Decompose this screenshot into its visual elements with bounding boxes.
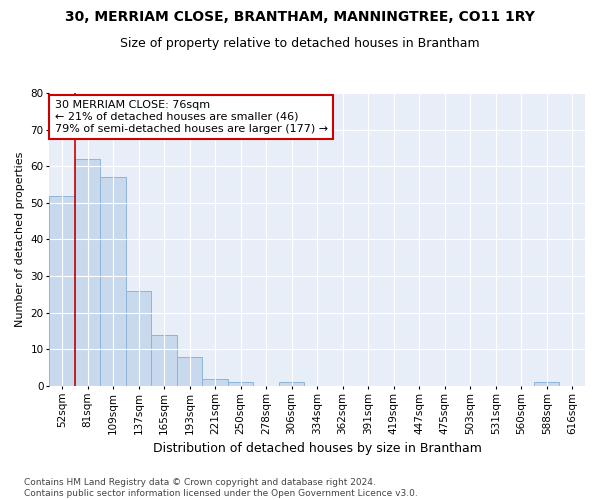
Bar (534, 382, 559, 386)
Text: Size of property relative to detached houses in Brantham: Size of property relative to detached ho… (120, 38, 480, 51)
Bar (228, 382, 253, 386)
Bar (126, 291, 151, 386)
X-axis label: Distribution of detached houses by size in Brantham: Distribution of detached houses by size … (152, 442, 482, 455)
Bar (279, 382, 304, 386)
Text: Contains HM Land Registry data © Crown copyright and database right 2024.
Contai: Contains HM Land Registry data © Crown c… (24, 478, 418, 498)
Bar (151, 334, 177, 386)
Y-axis label: Number of detached properties: Number of detached properties (15, 152, 25, 327)
Bar (100, 177, 126, 386)
Text: 30, MERRIAM CLOSE, BRANTHAM, MANNINGTREE, CO11 1RY: 30, MERRIAM CLOSE, BRANTHAM, MANNINGTREE… (65, 10, 535, 24)
Text: 30 MERRIAM CLOSE: 76sqm
← 21% of detached houses are smaller (46)
79% of semi-de: 30 MERRIAM CLOSE: 76sqm ← 21% of detache… (55, 100, 328, 134)
Bar (49, 196, 75, 386)
Bar (75, 159, 100, 386)
Bar (177, 356, 202, 386)
Bar (202, 378, 228, 386)
